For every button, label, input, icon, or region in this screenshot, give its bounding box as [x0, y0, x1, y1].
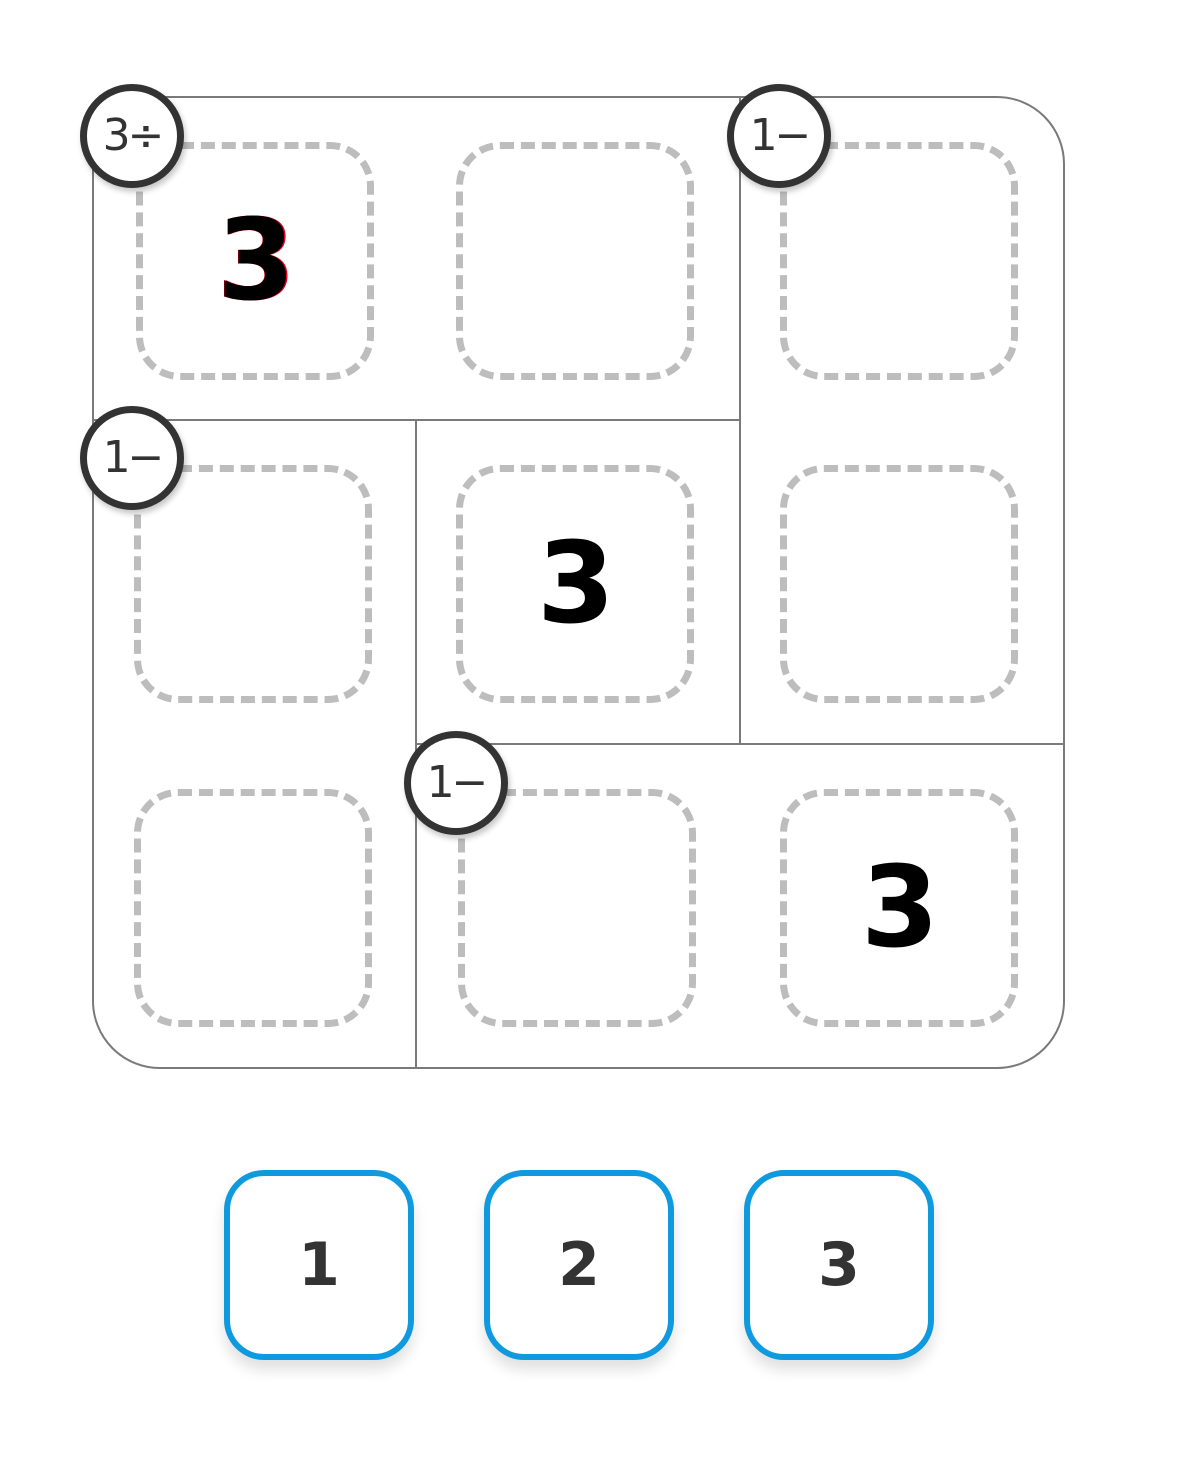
- keypad-button-label: 2: [558, 1230, 600, 1300]
- cell-r3c1[interactable]: [134, 789, 372, 1027]
- cage-divider: [739, 98, 741, 745]
- cage-clue-text: 1−: [749, 110, 812, 161]
- cell-r2c2[interactable]: 3: [456, 465, 694, 703]
- keypad-button-label: 1: [298, 1230, 340, 1300]
- cage-clue-badge: 3÷: [80, 84, 184, 188]
- cage-clue-badge: 1−: [727, 84, 831, 188]
- cell-r1c1[interactable]: 3: [136, 142, 374, 380]
- cage-clue-text: 3÷: [102, 110, 165, 161]
- keypad-button-label: 3: [818, 1230, 860, 1300]
- cell-r1c3[interactable]: [780, 142, 1018, 380]
- puzzle-board: 3 3 3: [92, 96, 1065, 1069]
- cell-r3c3[interactable]: 3: [780, 789, 1018, 1027]
- cage-clue-badge: 1−: [80, 406, 184, 510]
- cell-value: 3: [537, 519, 615, 649]
- cage-clue-badge: 1−: [404, 731, 508, 835]
- cell-value: 3: [217, 196, 295, 326]
- cell-r3c2[interactable]: [458, 789, 696, 1027]
- cage-divider: [415, 743, 1065, 745]
- cell-r2c1[interactable]: [134, 465, 372, 703]
- cell-value: 3: [861, 843, 939, 973]
- keypad-button-2[interactable]: 2: [484, 1170, 674, 1360]
- cage-clue-text: 1−: [426, 757, 489, 808]
- keypad-button-1[interactable]: 1: [224, 1170, 414, 1360]
- cell-r1c2[interactable]: [456, 142, 694, 380]
- cell-r2c3[interactable]: [780, 465, 1018, 703]
- keypad-button-3[interactable]: 3: [744, 1170, 934, 1360]
- cage-clue-text: 1−: [102, 432, 165, 483]
- cage-divider: [94, 419, 740, 421]
